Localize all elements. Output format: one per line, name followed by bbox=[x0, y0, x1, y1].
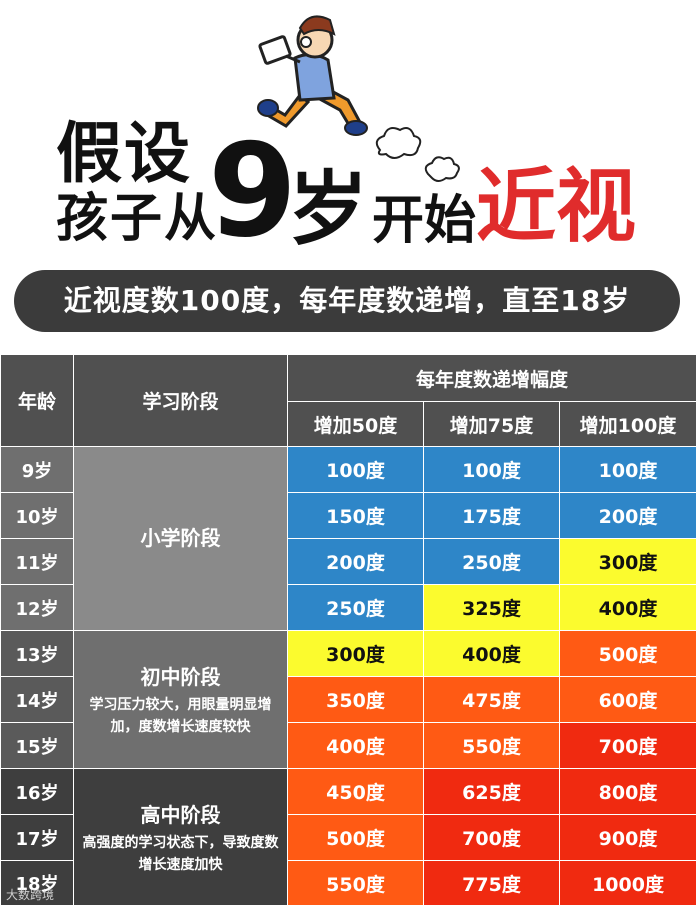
table-row: 14岁 350度 475度 600度 bbox=[0, 676, 696, 723]
header-col-100: 增加100度 bbox=[558, 401, 696, 447]
age-cell: 11岁 bbox=[0, 538, 74, 585]
value-cell: 100度 bbox=[287, 446, 424, 493]
value-cell: 475度 bbox=[423, 676, 560, 723]
value-cell: 200度 bbox=[287, 538, 424, 585]
value-cell: 250度 bbox=[423, 538, 560, 585]
header-increase-group: 每年度数递增幅度 bbox=[286, 354, 696, 402]
age-cell: 15岁 bbox=[0, 722, 74, 769]
value-cell: 300度 bbox=[558, 538, 696, 585]
age-cell: 9岁 bbox=[0, 446, 74, 493]
table-row: 16岁 高中阶段 高强度的学习状态下，导致度数增长速度加快 450度 625度 … bbox=[0, 768, 696, 906]
value-cell: 700度 bbox=[558, 722, 696, 769]
table-row: 18岁 550度 775度 1000度 bbox=[0, 860, 696, 906]
table-row: 11岁 200度 250度 300度 bbox=[0, 538, 696, 585]
age-cell: 18岁 bbox=[0, 860, 74, 906]
value-cell: 600度 bbox=[558, 676, 696, 723]
table-row: 9岁 小学阶段 100度 100度 100度 bbox=[0, 446, 696, 631]
stage-title: 初中阶段 bbox=[140, 665, 221, 689]
value-cell: 175度 bbox=[423, 492, 560, 539]
value-cell: 400度 bbox=[287, 722, 424, 769]
value-cell: 400度 bbox=[558, 584, 696, 631]
title-age-number: 9 bbox=[208, 117, 298, 266]
table-row: 17岁 500度 700度 900度 bbox=[0, 814, 696, 861]
table-row: 12岁 250度 325度 400度 bbox=[0, 584, 696, 631]
header-stage: 学习阶段 bbox=[73, 354, 288, 447]
age-cell: 17岁 bbox=[0, 814, 74, 861]
stage-primary: 小学阶段 bbox=[73, 446, 288, 631]
table-row: 15岁 400度 550度 700度 bbox=[0, 722, 696, 769]
age-cell: 10岁 bbox=[0, 492, 74, 539]
value-cell: 550度 bbox=[287, 860, 424, 906]
age-cell: 13岁 bbox=[0, 630, 74, 677]
header-col-50: 增加50度 bbox=[287, 401, 424, 447]
table-row: 10岁 150度 175度 200度 bbox=[0, 492, 696, 539]
value-cell: 325度 bbox=[423, 584, 560, 631]
age-cell: 14岁 bbox=[0, 676, 74, 723]
subtitle-banner: 近视度数100度，每年度数递增，直至18岁 bbox=[14, 270, 680, 332]
title-line-1: 假设 bbox=[56, 115, 192, 192]
stage-description: 学习压力较大，用眼量明显增加，度数增长速度较快 bbox=[89, 697, 272, 735]
title-age-unit: 岁 bbox=[288, 163, 368, 256]
stage-title: 小学阶段 bbox=[140, 526, 221, 550]
value-cell: 350度 bbox=[287, 676, 424, 723]
stage-description: 高强度的学习状态下，导致度数增长速度加快 bbox=[82, 834, 279, 873]
value-cell: 100度 bbox=[423, 446, 560, 493]
stage-title: 高中阶段 bbox=[140, 802, 221, 827]
watermark: 大数跨境 bbox=[6, 888, 55, 902]
value-cell: 500度 bbox=[287, 814, 424, 861]
myopia-progression-table: 年龄 学习阶段 每年度数递增幅度 增加50度 增加75度 增加100度 9岁 小… bbox=[0, 354, 696, 906]
title-myopia: 近视 bbox=[476, 160, 636, 253]
age-cell: 12岁 bbox=[0, 584, 74, 631]
value-cell: 550度 bbox=[423, 722, 560, 769]
value-cell: 150度 bbox=[287, 492, 424, 539]
table-row: 13岁 初中阶段 学习压力较大，用眼量明显增加，度数增长速度较快 300度 40… bbox=[0, 630, 696, 769]
stage-high-school: 高中阶段 高强度的学习状态下，导致度数增长速度加快 bbox=[73, 768, 288, 906]
title-line-2: 孩子从 bbox=[56, 189, 219, 249]
value-cell: 200度 bbox=[558, 492, 696, 539]
header-age: 年龄 bbox=[0, 354, 74, 447]
value-cell: 500度 bbox=[558, 630, 696, 677]
value-cell: 900度 bbox=[558, 814, 696, 861]
stage-middle-school: 初中阶段 学习压力较大，用眼量明显增加，度数增长速度较快 bbox=[73, 630, 288, 769]
value-cell: 625度 bbox=[423, 768, 560, 815]
value-cell: 400度 bbox=[423, 630, 560, 677]
value-cell: 100度 bbox=[558, 446, 696, 493]
header: 假设 孩子从 9 岁 开始 近视 近视度数100度，每年度数递增，直至18岁 bbox=[0, 0, 696, 345]
header-col-75: 增加75度 bbox=[423, 401, 560, 447]
value-cell: 800度 bbox=[558, 768, 696, 815]
boy-with-tablet-illustration bbox=[257, 15, 460, 182]
value-cell: 1000度 bbox=[558, 860, 696, 906]
value-cell: 700度 bbox=[423, 814, 560, 861]
age-cell: 16岁 bbox=[0, 768, 74, 815]
value-cell: 450度 bbox=[287, 768, 424, 815]
value-cell: 250度 bbox=[287, 584, 424, 631]
value-cell: 300度 bbox=[287, 630, 424, 677]
value-cell: 775度 bbox=[423, 860, 560, 906]
title-start: 开始 bbox=[372, 191, 477, 251]
